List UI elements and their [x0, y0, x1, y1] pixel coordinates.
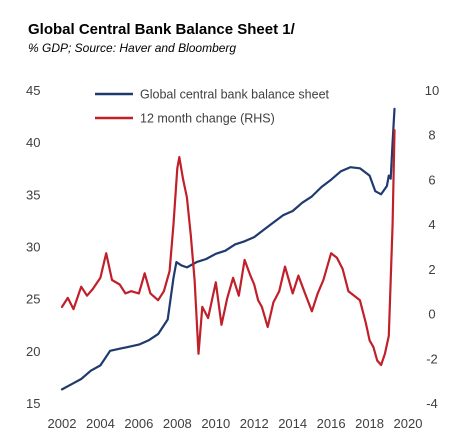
series-layer — [60, 107, 396, 391]
y-left-tick-label: 35 — [26, 187, 40, 202]
legend-label: Global central bank balance sheet — [140, 88, 330, 102]
y-left-tick-label: 45 — [26, 83, 40, 98]
x-tick-label: 2012 — [240, 416, 269, 431]
y-axis-right: -4 -2 0 2 4 6 8 10 — [425, 83, 439, 411]
legend-label: 12 month change (RHS) — [140, 112, 275, 126]
y-left-tick-label: 25 — [26, 292, 40, 307]
y-right-tick-label: 10 — [425, 83, 439, 98]
x-tick-label: 2014 — [278, 416, 307, 431]
x-tick-label: 2008 — [163, 416, 192, 431]
y-right-tick-label: 0 — [428, 307, 435, 322]
y-left-tick-label: 15 — [26, 396, 40, 411]
x-axis: 2002 2004 2006 2008 2010 2012 2014 2016 2018 2020 — [48, 416, 423, 431]
y-left-tick-label: 40 — [26, 135, 40, 150]
y-right-tick-label: 4 — [428, 217, 435, 232]
chart-subtitle: % GDP; Source: Haver and Bloomberg — [28, 41, 236, 55]
x-tick-label: 2002 — [48, 416, 77, 431]
x-tick-label: 2018 — [355, 416, 384, 431]
y-left-tick-label: 30 — [26, 240, 40, 255]
x-tick-label: 2016 — [317, 416, 346, 431]
y-right-tick-label: 2 — [428, 262, 435, 277]
y-right-tick-label: -2 — [426, 351, 438, 366]
chart-title: Global Central Bank Balance Sheet 1/ — [28, 21, 296, 38]
y-right-tick-label: 6 — [428, 172, 435, 187]
y-axis-left: 15 20 25 30 35 40 45 — [26, 83, 40, 411]
y-right-tick-label: -4 — [426, 396, 438, 411]
series-line-12-month-change — [60, 129, 396, 367]
x-tick-label: 2004 — [86, 416, 115, 431]
x-tick-label: 2010 — [201, 416, 230, 431]
y-left-tick-label: 20 — [26, 344, 40, 359]
y-right-tick-label: 8 — [428, 128, 435, 143]
legend: Global central bank balance sheet 12 mont… — [95, 88, 330, 126]
x-tick-label: 2020 — [394, 416, 423, 431]
x-tick-label: 2006 — [124, 416, 153, 431]
series-line-balance-sheet — [60, 107, 396, 391]
